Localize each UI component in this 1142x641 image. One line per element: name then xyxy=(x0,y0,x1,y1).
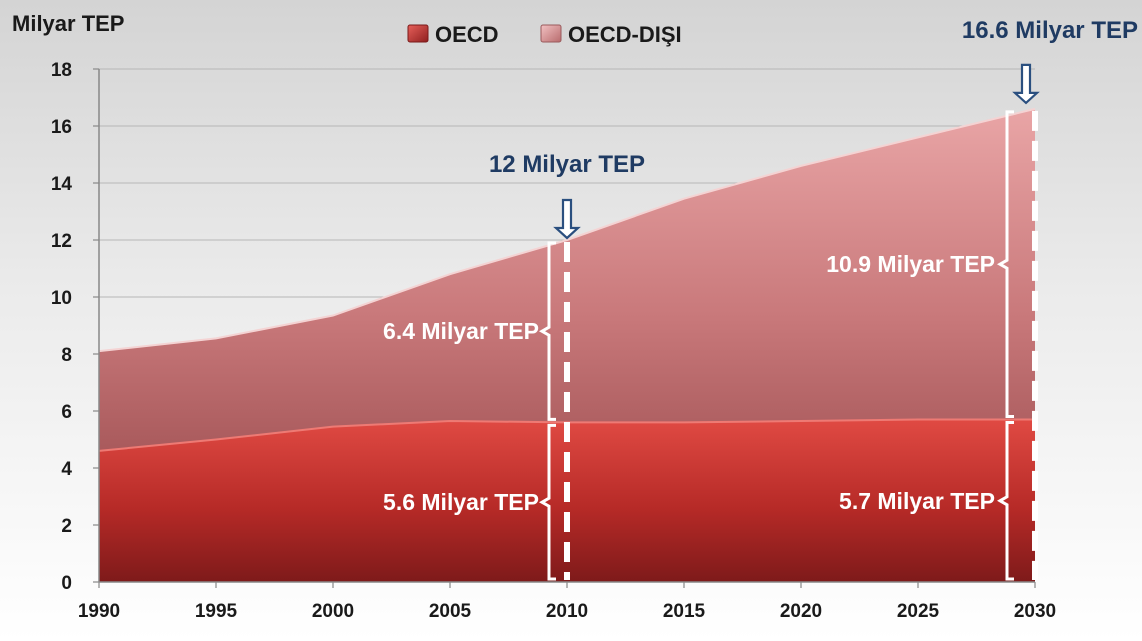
y-tick-label: 12 xyxy=(51,231,72,252)
x-tick-label: 2005 xyxy=(429,601,472,622)
y-tick-label: 10 xyxy=(51,288,72,309)
annotations: 12 Milyar TEP 5.6 Milyar TEP 6.4 Milyar TE… xyxy=(383,17,1138,581)
x-tick-label: 2000 xyxy=(312,601,354,622)
legend-swatch-oecd xyxy=(407,24,429,43)
legend-label-oecd: OECD xyxy=(435,22,499,47)
callout-top-2030: 16.6 Milyar TEP xyxy=(962,17,1138,44)
x-tick-label: 1995 xyxy=(195,601,238,622)
down-arrow-icon xyxy=(1012,63,1040,105)
y-tick-label: 6 xyxy=(61,402,72,423)
bracket-oecd_2010 xyxy=(538,423,556,581)
callout-non_oecd_2010: 6.4 Milyar TEP xyxy=(383,318,539,344)
y-tick-label: 14 xyxy=(51,174,73,195)
x-tick-label: 2015 xyxy=(663,601,706,622)
y-tick-label: 4 xyxy=(61,459,72,480)
legend: OECD OECD-DIŞI xyxy=(407,22,682,47)
legend-swatch-non-oecd xyxy=(540,24,562,43)
series-line-total xyxy=(98,107,1036,353)
down-arrow-icon xyxy=(553,198,581,240)
legend-label-non-oecd: OECD-DIŞI xyxy=(568,22,682,47)
callout-oecd_2030: 5.7 Milyar TEP xyxy=(839,488,995,514)
x-tick-label: 2030 xyxy=(1014,601,1056,622)
x-tick-label: 2020 xyxy=(780,601,822,622)
y-tick-label: 16 xyxy=(51,117,72,138)
y-tick-label: 8 xyxy=(61,345,72,366)
y-axis-label: Milyar TEP xyxy=(12,11,124,36)
y-tick-label: 2 xyxy=(61,516,72,537)
axes xyxy=(93,68,1036,588)
callout-top-2010: 12 Milyar TEP xyxy=(489,151,645,178)
bracket-non_oecd_2010 xyxy=(538,241,556,421)
y-tick-label: 0 xyxy=(61,573,72,594)
x-tick-label: 1990 xyxy=(78,601,120,622)
callout-oecd_2010: 5.6 Milyar TEP xyxy=(383,489,539,515)
bracket-non_oecd_2030 xyxy=(996,110,1014,419)
legend-item-oecd: OECD xyxy=(407,22,499,47)
callout-non_oecd_2030: 10.9 Milyar TEP xyxy=(826,251,995,277)
legend-item-non-oecd: OECD-DIŞI xyxy=(540,22,682,47)
y-tick-label: 18 xyxy=(51,60,72,81)
x-tick-labels: 1990 1995 2000 2005 2010 2015 2020 2025 2030 xyxy=(78,601,1056,622)
y-tick-labels: 0 2 4 6 8 10 12 14 16 18 xyxy=(51,60,73,594)
bracket-oecd_2030 xyxy=(996,421,1014,581)
x-tick-label: 2025 xyxy=(897,601,940,622)
x-tick-label: 2010 xyxy=(546,601,588,622)
